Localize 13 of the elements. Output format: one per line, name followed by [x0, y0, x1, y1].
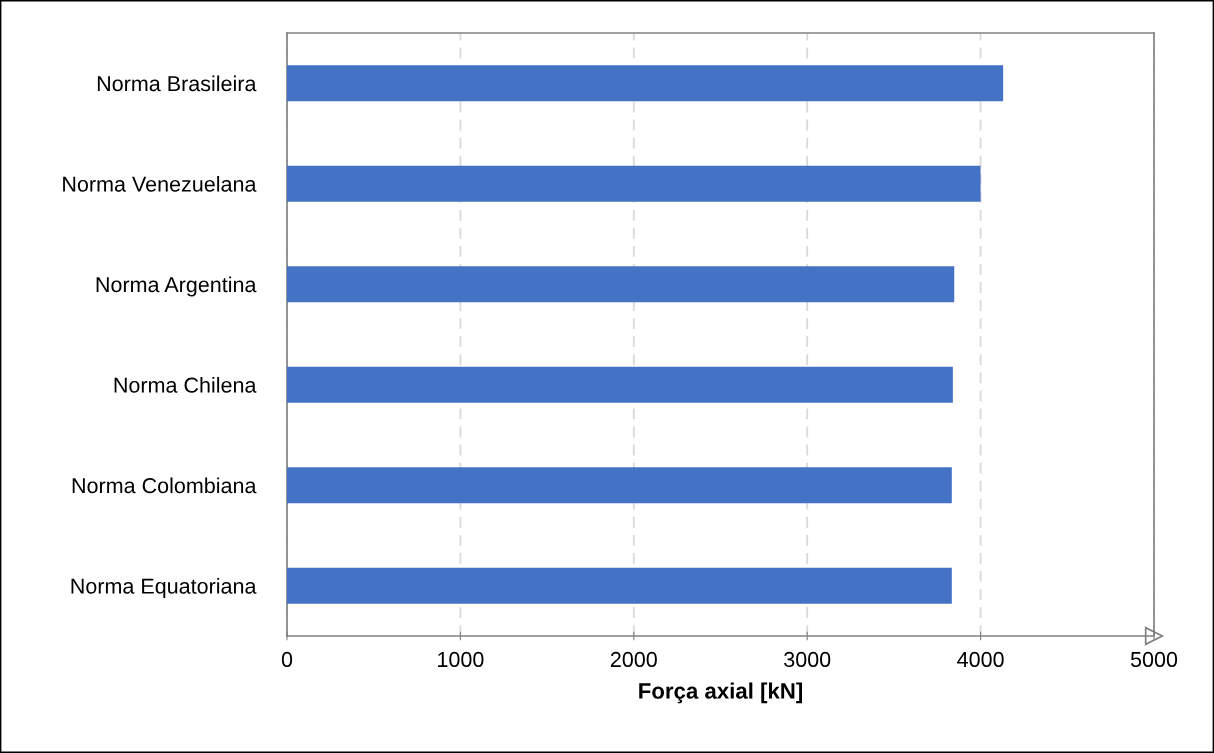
- x-tick-label: 3000: [784, 651, 831, 668]
- x-tick-label: 4000: [957, 651, 1004, 668]
- x-axis-title: Força axial [kN]: [639, 682, 803, 704]
- x-tick-label: 1000: [438, 651, 484, 668]
- y-tick-label: Norma Colombiana: [72, 477, 257, 494]
- y-tick-label: Norma Argentina: [96, 276, 257, 297]
- x-tick-label: 0: [281, 651, 293, 668]
- x-tick-label: 2000: [610, 651, 657, 668]
- y-tick-label: Norma Chilena: [114, 376, 257, 393]
- y-tick-label: Norma Equatoriana: [71, 577, 257, 599]
- y-tick-label: Norma Brasileira: [97, 75, 257, 92]
- y-tick-label: Norma Venezuelana: [63, 175, 257, 192]
- x-tick-label: 5000: [1130, 651, 1178, 668]
